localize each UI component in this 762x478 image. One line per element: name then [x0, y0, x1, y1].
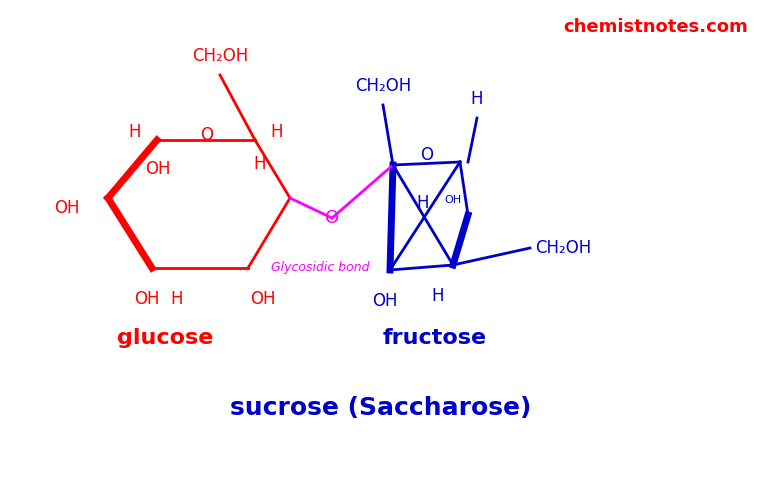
Text: OH: OH — [134, 290, 160, 308]
Text: glucose: glucose — [117, 328, 213, 348]
Text: H: H — [171, 290, 183, 308]
Text: sucrose (Saccharose): sucrose (Saccharose) — [230, 396, 532, 420]
Text: OH: OH — [146, 160, 171, 178]
Text: OH: OH — [55, 199, 80, 217]
Text: fructose: fructose — [383, 328, 487, 348]
Text: OH: OH — [444, 195, 462, 205]
Text: H: H — [417, 194, 429, 211]
Text: H: H — [432, 287, 444, 305]
Text: OH: OH — [250, 290, 276, 308]
Text: chemistnotes.com: chemistnotes.com — [563, 18, 748, 36]
Text: O: O — [200, 126, 213, 144]
Text: CH₂OH: CH₂OH — [535, 239, 591, 257]
Text: H: H — [254, 155, 266, 173]
Text: CH₂OH: CH₂OH — [355, 77, 411, 95]
Text: O: O — [421, 146, 434, 164]
Text: Glycosidic bond: Glycosidic bond — [271, 261, 370, 274]
Text: H: H — [271, 123, 283, 141]
Text: OH: OH — [373, 292, 398, 310]
Text: H: H — [471, 90, 483, 108]
Text: CH₂OH: CH₂OH — [192, 47, 248, 65]
Text: H: H — [129, 123, 141, 141]
Text: O: O — [325, 209, 339, 227]
